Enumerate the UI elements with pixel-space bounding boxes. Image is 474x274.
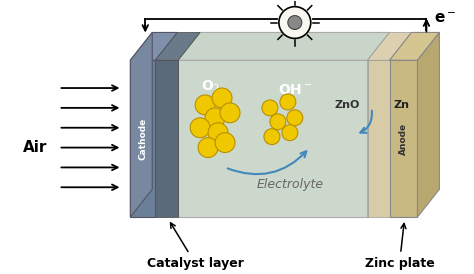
Text: O$_2$: O$_2$: [201, 79, 219, 95]
Text: Electrolyte: Electrolyte: [256, 178, 323, 191]
Text: ZnO: ZnO: [335, 100, 360, 110]
Text: Cathode: Cathode: [138, 118, 147, 160]
Polygon shape: [368, 32, 411, 60]
Circle shape: [198, 138, 218, 158]
Circle shape: [282, 125, 298, 141]
Text: OH$^-$: OH$^-$: [278, 83, 312, 97]
Polygon shape: [130, 32, 152, 217]
Circle shape: [288, 16, 302, 30]
Polygon shape: [418, 32, 439, 217]
Polygon shape: [155, 60, 178, 217]
Polygon shape: [130, 60, 155, 217]
FancyArrowPatch shape: [360, 111, 372, 133]
Polygon shape: [155, 32, 200, 60]
Text: Zn: Zn: [393, 100, 410, 110]
Polygon shape: [368, 60, 390, 217]
Polygon shape: [178, 32, 390, 60]
Text: Catalyst layer: Catalyst layer: [146, 223, 244, 270]
Circle shape: [262, 100, 278, 116]
Circle shape: [264, 129, 280, 145]
Text: e$^-$: e$^-$: [434, 11, 457, 26]
Polygon shape: [390, 32, 439, 60]
Circle shape: [280, 94, 296, 110]
Text: Zinc plate: Zinc plate: [365, 224, 434, 270]
Circle shape: [205, 108, 225, 128]
Polygon shape: [178, 60, 368, 217]
Polygon shape: [130, 32, 177, 60]
Circle shape: [215, 133, 235, 153]
Polygon shape: [368, 32, 390, 217]
Circle shape: [208, 123, 228, 142]
Circle shape: [287, 110, 303, 126]
Polygon shape: [390, 60, 418, 217]
Circle shape: [212, 88, 232, 108]
FancyArrowPatch shape: [228, 151, 306, 174]
Circle shape: [190, 118, 210, 138]
Text: Anode: Anode: [399, 122, 408, 155]
Circle shape: [195, 95, 215, 115]
Circle shape: [270, 114, 286, 130]
Circle shape: [279, 7, 311, 38]
Text: Air: Air: [23, 140, 48, 155]
Circle shape: [220, 103, 240, 123]
